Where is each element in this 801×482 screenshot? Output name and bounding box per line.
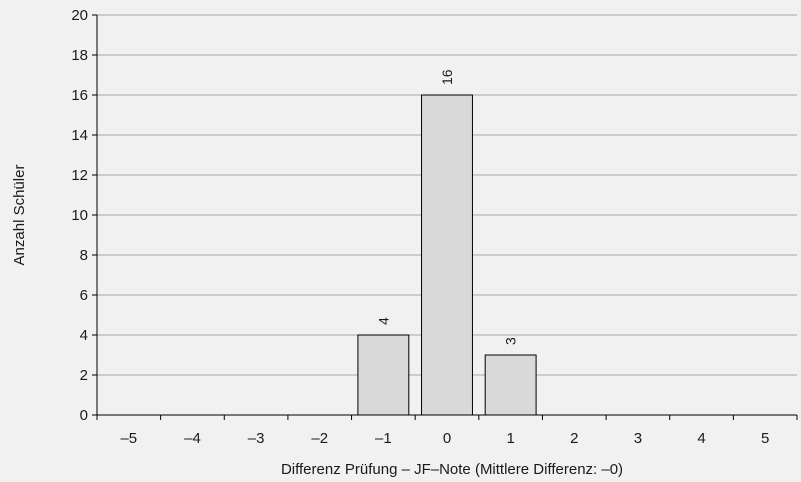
y-tick-label: 16 <box>71 87 88 104</box>
axes <box>92 14 798 420</box>
data-label: 4 <box>375 317 391 325</box>
x-tick-label: –2 <box>311 430 328 447</box>
y-tick-label: 20 <box>71 7 88 24</box>
x-tick-labels: –5 –4 –3 –2 –1 0 1 2 3 4 5 <box>120 430 769 447</box>
x-tick-label: –1 <box>375 430 392 447</box>
y-tick-label: 12 <box>71 167 88 184</box>
data-label: 16 <box>439 69 455 85</box>
x-tick-label: 5 <box>761 430 769 447</box>
x-axis-label: Differenz Prüfung – JF–Note (Mittlere Di… <box>281 461 623 478</box>
x-tick-label: 3 <box>634 430 642 447</box>
y-tick-label: 0 <box>80 407 88 424</box>
bar-0 <box>421 94 473 416</box>
y-tick-label: 18 <box>71 47 88 64</box>
x-tick-label: 4 <box>697 430 705 447</box>
bar-1 <box>484 354 537 416</box>
x-tick-label: 0 <box>443 430 451 447</box>
x-tick-label: –4 <box>184 430 201 447</box>
y-tick-label: 8 <box>80 247 88 264</box>
y-tick-label: 6 <box>80 287 88 304</box>
x-tick-label: –3 <box>248 430 265 447</box>
y-tick-label: 10 <box>71 207 88 224</box>
y-tick-labels: 0 2 4 6 8 10 12 14 16 18 20 <box>71 7 88 424</box>
bar-–1 <box>357 334 410 416</box>
y-tick-label: 4 <box>80 327 88 344</box>
x-tick-label: –5 <box>120 430 137 447</box>
y-tick-label: 14 <box>71 127 88 144</box>
y-tick-label: 2 <box>80 367 88 384</box>
y-axis-label: Anzahl Schüler <box>11 165 28 266</box>
data-label: 3 <box>503 337 519 345</box>
x-tick-label: 2 <box>570 430 578 447</box>
x-tick-label: 1 <box>506 430 514 447</box>
data-labels: 4 16 3 <box>375 69 518 345</box>
